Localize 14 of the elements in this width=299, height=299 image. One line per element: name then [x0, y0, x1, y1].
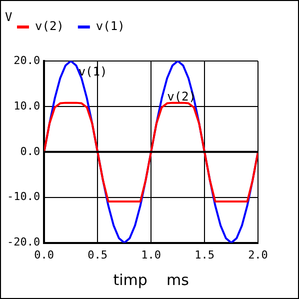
- y-axis-title: V: [5, 10, 12, 24]
- x-tick-label: 0.5: [88, 248, 108, 262]
- x-tick-label: 2.0: [248, 248, 268, 262]
- y-tick-label: 0.0: [20, 144, 40, 158]
- y-tick-label: -10.0: [6, 190, 40, 204]
- y-tick-label: 10.0: [14, 99, 40, 112]
- x-tick-label: 1.5: [194, 248, 214, 262]
- y-tick-label: 20.0: [14, 54, 40, 67]
- x-tick-label: 1.0: [141, 248, 161, 262]
- x-axis-title: timp ms: [113, 270, 190, 289]
- legend-label: v(2): [35, 19, 64, 34]
- y-tick-label: -20.0: [6, 236, 40, 249]
- legend-label: v(1): [96, 19, 125, 34]
- x-tick-label: 0.0: [34, 248, 54, 262]
